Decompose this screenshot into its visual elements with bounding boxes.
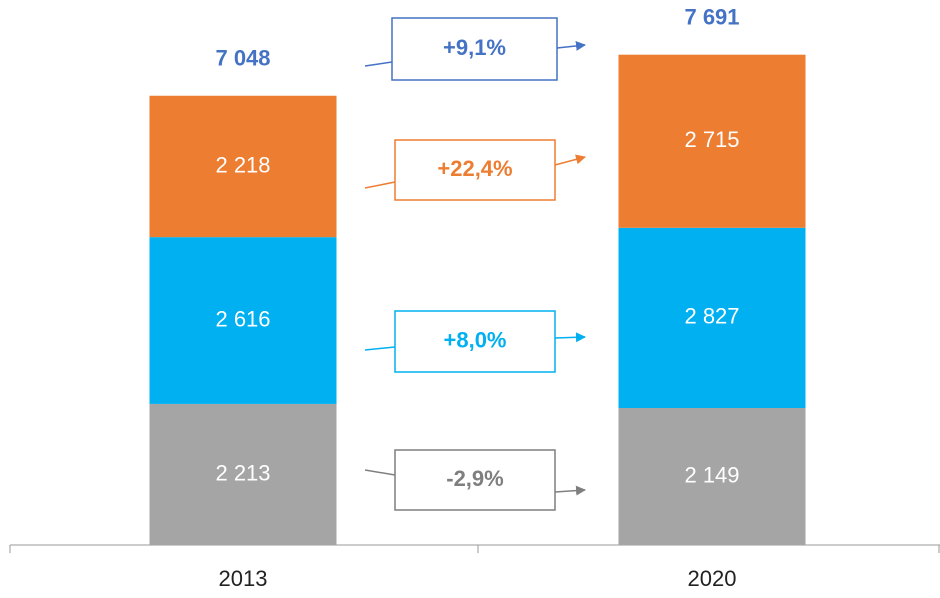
x-tick-label: 2020: [688, 566, 737, 591]
bar-segment: [618, 408, 806, 545]
annotation-box: [394, 310, 556, 373]
segment-label: 2 616: [215, 306, 270, 331]
bar-segment: [149, 403, 337, 545]
annotation-text: +9,1%: [443, 35, 506, 60]
bar-segment: [149, 95, 337, 238]
total-label: 7 691: [684, 5, 739, 30]
bar-segment: [149, 237, 337, 404]
connector: [364, 61, 393, 67]
bar-segment: [618, 54, 806, 228]
arrow: [556, 40, 586, 51]
connector: [364, 346, 396, 351]
arrow: [554, 332, 586, 343]
segment-label: 2 213: [215, 460, 270, 485]
connector: [364, 469, 396, 476]
annotation-box: [394, 139, 556, 201]
segment-label: 2 827: [684, 304, 739, 329]
arrow: [554, 485, 586, 496]
arrow: [554, 154, 586, 166]
annotation-box: [394, 449, 556, 511]
annotation-text: +22,4%: [437, 156, 512, 181]
annotation-text: +8,0%: [444, 327, 507, 352]
annotation-box: [391, 17, 558, 81]
segment-label: 2 218: [215, 152, 270, 177]
x-tick-label: 2013: [219, 566, 268, 591]
bar-segment: [618, 227, 806, 409]
connector: [364, 181, 396, 189]
segment-label: 2 715: [684, 127, 739, 152]
total-label: 7 048: [215, 46, 270, 71]
annotation-text: -2,9%: [446, 466, 503, 491]
segment-label: 2 149: [684, 462, 739, 487]
